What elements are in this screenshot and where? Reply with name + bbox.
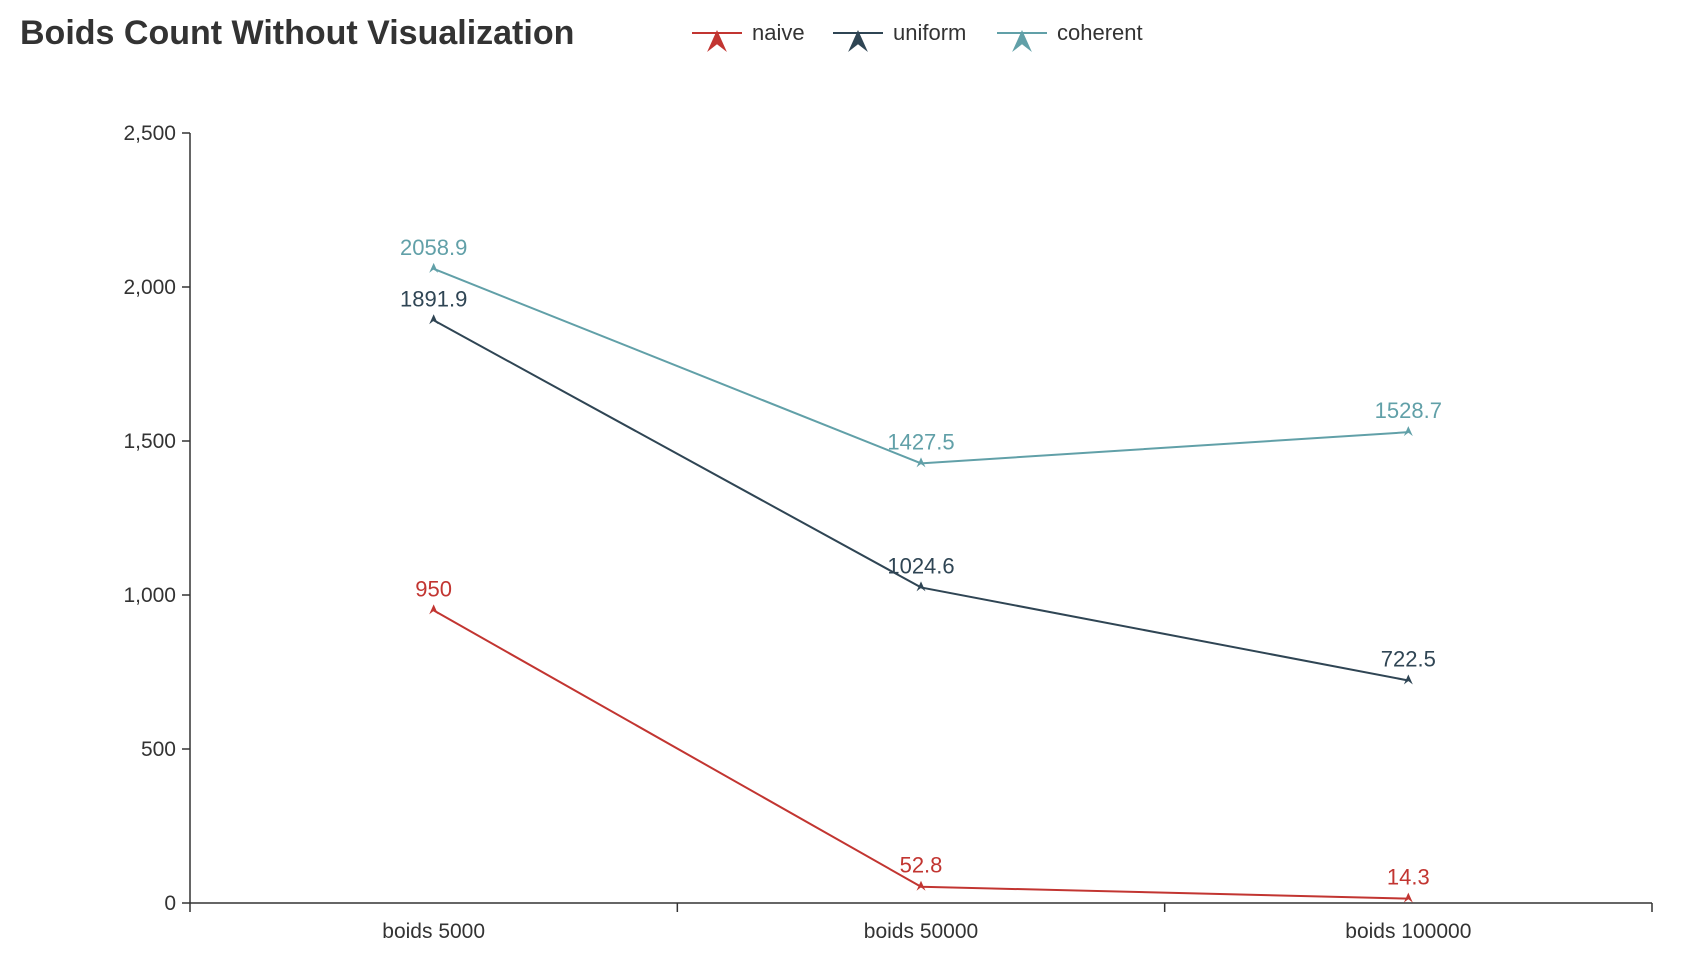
data-label-naive: 14.3 — [1387, 865, 1430, 890]
data-point-naive — [429, 604, 439, 615]
series-uniform: 1891.9 1024.6 722.5 — [400, 286, 1436, 685]
data-label-coherent: 2058.9 — [400, 235, 467, 260]
y-tick-label: 1,500 — [123, 430, 176, 453]
data-point-coherent — [429, 262, 439, 273]
y-tick-label: 0 — [164, 892, 176, 915]
legend-item-coherent: coherent — [997, 20, 1143, 52]
legend-arrow-icon — [707, 30, 727, 52]
series-naive: 950 52.8 14.3 — [415, 576, 1430, 903]
y-tick-label: 500 — [141, 738, 176, 761]
data-point-coherent — [916, 457, 926, 468]
legend-arrow-icon — [1012, 30, 1032, 52]
data-point-coherent — [1403, 426, 1413, 437]
data-label-naive: 52.8 — [900, 853, 943, 878]
data-point-uniform — [429, 314, 439, 325]
legend-label-uniform: uniform — [893, 20, 966, 45]
series-layer: 950 52.8 14.3 1891.9 1024.6 722.5 2058.9 1427.5… — [400, 235, 1442, 903]
legend: naive uniform coherent — [692, 20, 1143, 52]
data-label-uniform: 1024.6 — [887, 553, 954, 578]
axes: 0 500 1,000 1,500 2,000 2,500 boids 5000 boids … — [123, 122, 1653, 943]
data-label-coherent: 1427.5 — [887, 429, 954, 454]
data-label-coherent: 1528.7 — [1375, 398, 1442, 423]
data-label-uniform: 722.5 — [1381, 646, 1436, 671]
data-label-uniform: 1891.9 — [400, 286, 467, 311]
legend-label-naive: naive — [752, 20, 805, 45]
legend-arrow-icon — [848, 30, 868, 52]
y-tick-label: 1,000 — [123, 584, 176, 607]
data-label-naive: 950 — [415, 576, 452, 601]
legend-item-naive: naive — [692, 20, 805, 52]
data-point-naive — [1403, 892, 1413, 903]
series-coherent: 2058.9 1427.5 1528.7 — [400, 235, 1442, 468]
data-point-naive — [916, 880, 926, 891]
chart-title: Boids Count Without Visualization — [20, 14, 575, 52]
data-point-uniform — [916, 581, 926, 592]
x-tick-label: boids 50000 — [864, 920, 978, 943]
legend-item-uniform: uniform — [833, 20, 966, 52]
legend-label-coherent: coherent — [1057, 20, 1143, 45]
data-point-uniform — [1403, 674, 1413, 685]
y-tick-label: 2,000 — [123, 276, 176, 299]
x-tick-label: boids 100000 — [1345, 920, 1471, 943]
series-line-uniform — [433, 319, 1409, 682]
y-tick-label: 2,500 — [123, 122, 176, 145]
x-tick-label: boids 5000 — [382, 920, 485, 943]
